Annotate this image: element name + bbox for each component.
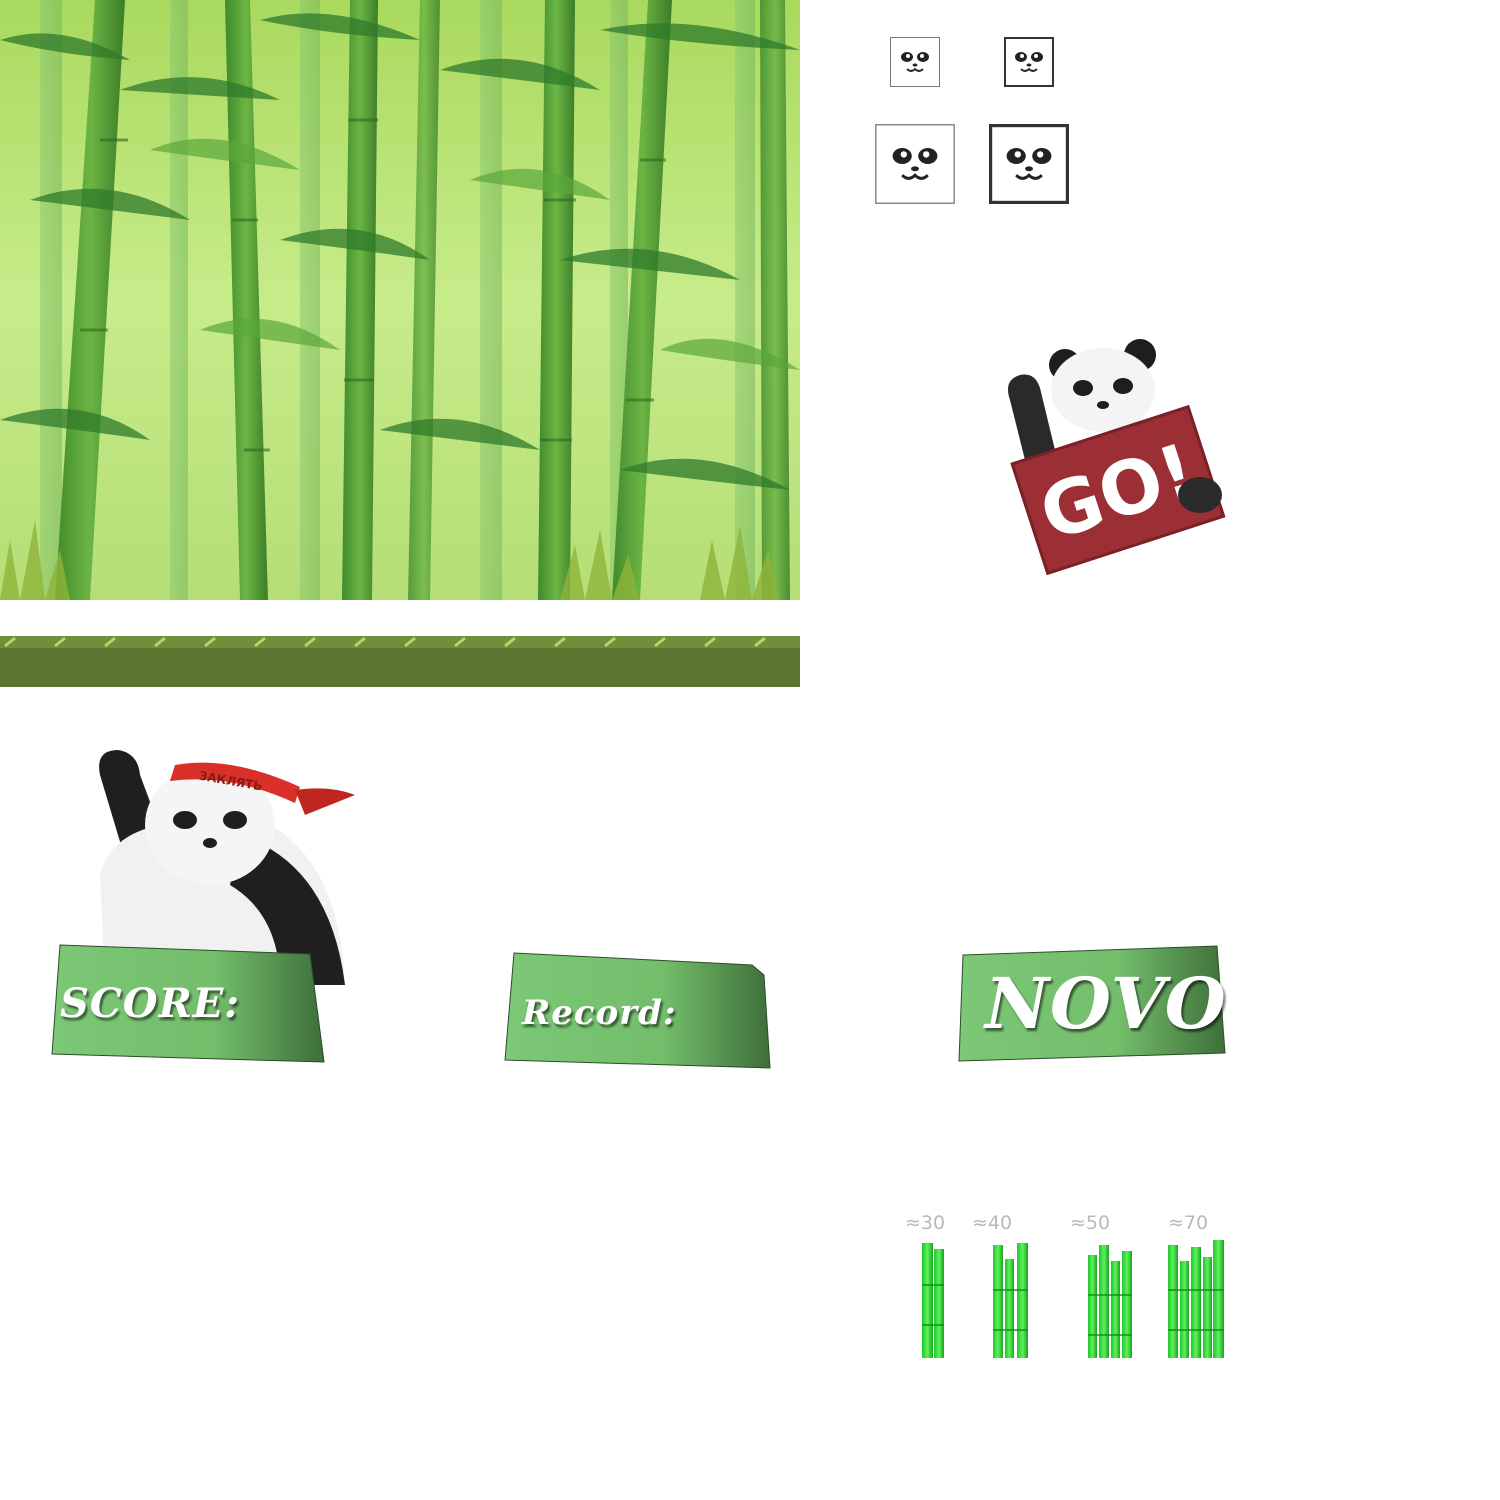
score-label: SCORE: (60, 980, 240, 1027)
panda-face-icon-large[interactable] (875, 124, 955, 208)
bamboo-group-70 (1168, 1240, 1224, 1358)
ground-platform (0, 636, 800, 687)
bamboo-forest-background (0, 0, 800, 600)
panda-face-icon-large-pressed[interactable] (989, 124, 1069, 208)
bamboo-group-label-1: ≈30 (905, 1212, 945, 1234)
bamboo-group-label-2: ≈40 (972, 1212, 1012, 1234)
new-record-label: NOVO (985, 962, 1227, 1045)
bamboo-group-label-4: ≈70 (1168, 1212, 1208, 1234)
record-label: Record: (522, 993, 677, 1033)
panda-face-icon-small-pressed[interactable] (1004, 37, 1054, 91)
bamboo-group-50 (1088, 1245, 1132, 1358)
go-sign-panda[interactable]: GO! (995, 330, 1240, 575)
bamboo-group-label-3: ≈50 (1070, 1212, 1110, 1234)
panda-face-icon-small[interactable] (890, 37, 940, 91)
bamboo-group-30 (922, 1243, 944, 1358)
bamboo-group-40 (993, 1243, 1028, 1358)
bamboo-obstacles (900, 1235, 1240, 1365)
